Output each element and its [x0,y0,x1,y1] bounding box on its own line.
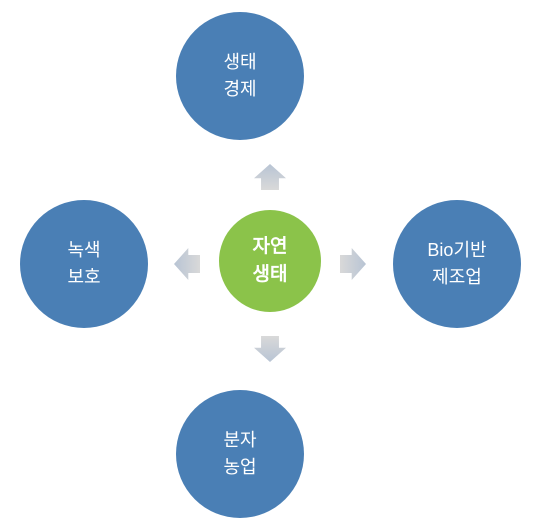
node-left-line2: 보호 [67,264,100,291]
node-center-line1: 자연 [253,233,288,262]
node-top-line1: 생태 [223,49,256,76]
node-top: 생태 경제 [176,12,304,140]
arrow-right-icon [340,248,366,280]
node-bottom-line1: 분자 [223,427,256,454]
node-bottom-line2: 농업 [223,454,256,481]
node-bottom: 분자 농업 [176,390,304,518]
arrow-down-icon [254,336,286,362]
arrow-left-icon [174,248,200,280]
arrow-up-icon [254,164,286,190]
node-right: Bio기반 제조업 [393,200,521,328]
radial-diagram: 생태 경제 Bio기반 제조업 분자 농업 녹색 보호 자연 생태 [0,0,540,531]
node-center: 자연 생태 [219,210,321,312]
node-left-line1: 녹색 [67,237,100,264]
node-left: 녹색 보호 [20,200,148,328]
node-center-line2: 생태 [253,261,288,290]
node-top-line2: 경제 [223,76,256,103]
node-right-line1: Bio기반 [427,237,486,264]
node-right-line2: 제조업 [432,264,482,291]
